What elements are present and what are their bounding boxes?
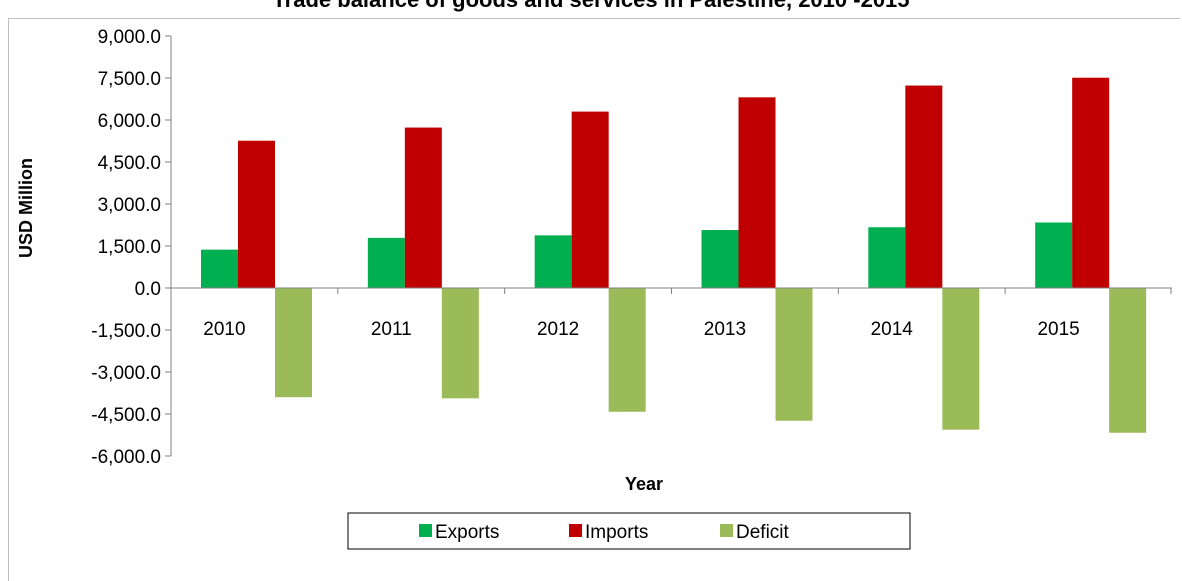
y-tick-label: -6,000.0 (91, 447, 161, 468)
x-tick-label: 2014 (871, 319, 914, 340)
legend-label-deficit: Deficit (736, 522, 790, 543)
bar-imports-2014 (905, 85, 943, 288)
legend-swatch-exports (419, 524, 432, 537)
legend-label-exports: Exports (435, 522, 499, 543)
bar-imports-2015 (1072, 77, 1110, 288)
legend: Exports Imports Deficit (347, 512, 911, 550)
legend-swatch-deficit (720, 524, 733, 537)
bar-exports-2013 (701, 230, 739, 288)
bar-imports-2012 (571, 111, 609, 288)
y-tick-label: -1,500.0 (91, 321, 161, 342)
y-tick-label: 1,500.0 (98, 237, 161, 258)
y-tick-label: 4,500.0 (98, 153, 161, 174)
x-tick-label: 2015 (1037, 319, 1079, 340)
x-tick-label: 2013 (704, 319, 746, 340)
bar-imports-2010 (238, 140, 275, 288)
y-ticks-group: 9,000.0 7,500.0 6,000.0 4,500.0 3,000.0 1,500… (91, 27, 171, 468)
bar-deficit-2013 (775, 288, 813, 421)
x-ticks-group: 2010 2011 2012 2013 2014 2015 (170, 288, 1172, 340)
y-tick-label: 7,500.0 (98, 69, 161, 90)
bars-group (201, 77, 1147, 433)
bar-deficit-2012 (608, 288, 646, 412)
x-tick-label: 2012 (537, 319, 579, 340)
bar-exports-2010 (201, 249, 238, 288)
bar-exports-2015 (1035, 222, 1073, 288)
y-tick-label: -4,500.0 (91, 405, 161, 426)
y-tick-label: 9,000.0 (98, 27, 161, 48)
chart-title: Trade balance of goods and services in P… (0, 0, 1182, 13)
x-axis-title: Year (625, 474, 663, 494)
bar-exports-2014 (868, 227, 906, 288)
y-tick-label: 6,000.0 (98, 111, 161, 132)
x-tick-label: 2010 (203, 319, 245, 340)
bar-deficit-2011 (441, 288, 479, 399)
bar-deficit-2014 (942, 288, 980, 430)
legend-swatch-imports (569, 524, 582, 537)
legend-label-imports: Imports (585, 522, 648, 543)
bar-deficit-2015 (1109, 288, 1147, 433)
bar-exports-2011 (367, 237, 405, 288)
y-tick-label: -3,000.0 (91, 363, 161, 384)
y-tick-label: 3,000.0 (98, 195, 161, 216)
y-axis-title: USD Million (16, 158, 36, 258)
bar-deficit-2010 (275, 288, 312, 398)
x-tick-label: 2011 (371, 319, 412, 340)
legend-box (347, 512, 911, 550)
chart-frame (8, 18, 1180, 581)
bar-imports-2011 (404, 127, 442, 288)
y-tick-label: 0.0 (135, 279, 161, 300)
bar-exports-2012 (534, 235, 572, 288)
bar-imports-2013 (738, 97, 776, 288)
